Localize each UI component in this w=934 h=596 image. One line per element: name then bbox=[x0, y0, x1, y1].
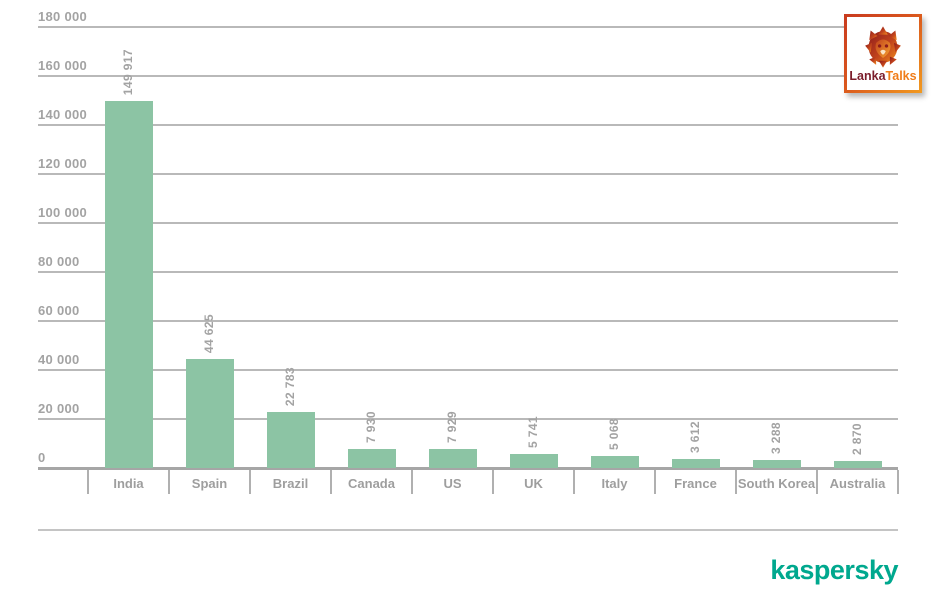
x-axis-tick bbox=[492, 470, 494, 494]
y-tick-label: 60 000 bbox=[38, 303, 80, 318]
x-axis-tick bbox=[87, 470, 89, 494]
bar-value-label: 3 612 bbox=[687, 421, 702, 454]
y-tick-label: 0 bbox=[38, 450, 46, 465]
bar-value-label: 7 929 bbox=[444, 410, 459, 443]
x-category-label: Brazil bbox=[272, 476, 309, 491]
lankatalks-logo-inner: LankaTalks bbox=[847, 17, 919, 90]
gridline bbox=[38, 320, 898, 322]
bar bbox=[347, 448, 396, 468]
x-axis-tick bbox=[573, 470, 575, 494]
x-category-label: Italy bbox=[601, 476, 628, 491]
x-axis-tick bbox=[168, 470, 170, 494]
bottom-divider bbox=[38, 529, 898, 531]
y-tick-label: 40 000 bbox=[38, 352, 80, 367]
gridline bbox=[38, 173, 898, 175]
x-category-label: India bbox=[113, 476, 144, 491]
bar bbox=[185, 358, 234, 468]
bar-value-label: 5 068 bbox=[606, 417, 621, 450]
x-axis-tick bbox=[816, 470, 818, 494]
x-axis-line bbox=[38, 467, 898, 470]
x-category-label: UK bbox=[524, 476, 543, 491]
gridline bbox=[38, 271, 898, 273]
x-category-label: South Korea bbox=[737, 476, 816, 491]
y-tick-label: 120 000 bbox=[38, 156, 88, 171]
lankatalks-wordmark-part2: Talks bbox=[885, 68, 917, 83]
y-tick-label: 20 000 bbox=[38, 401, 80, 416]
bar-value-label: 7 930 bbox=[363, 410, 378, 443]
bar bbox=[104, 100, 153, 468]
x-axis-tick bbox=[411, 470, 413, 494]
gridline bbox=[38, 222, 898, 224]
y-tick-label: 180 000 bbox=[38, 9, 88, 24]
x-axis-tick bbox=[654, 470, 656, 494]
gridline bbox=[38, 124, 898, 126]
x-axis-tick bbox=[249, 470, 251, 494]
lion-icon bbox=[865, 25, 901, 68]
bar bbox=[833, 460, 882, 468]
y-tick-label: 140 000 bbox=[38, 107, 88, 122]
gridline bbox=[38, 369, 898, 371]
bar bbox=[752, 459, 801, 468]
x-axis-tick bbox=[897, 470, 899, 494]
bar-value-label: 22 783 bbox=[282, 367, 297, 407]
bar-value-label: 3 288 bbox=[768, 421, 783, 454]
x-category-label: Australia bbox=[829, 476, 886, 491]
bar bbox=[590, 455, 639, 468]
lankatalks-logo: LankaTalks bbox=[844, 14, 922, 93]
gridline bbox=[38, 75, 898, 77]
x-axis-tick bbox=[330, 470, 332, 494]
y-tick-label: 80 000 bbox=[38, 254, 80, 269]
gridline bbox=[38, 26, 898, 28]
bar bbox=[266, 412, 315, 468]
bar-value-label: 44 625 bbox=[201, 313, 216, 353]
y-tick-label: 160 000 bbox=[38, 58, 88, 73]
lankatalks-wordmark-part1: Lanka bbox=[849, 68, 886, 83]
bar-value-label: 2 870 bbox=[849, 422, 864, 455]
x-category-label: Canada bbox=[348, 476, 395, 491]
bar-value-label: 149 917 bbox=[120, 48, 135, 95]
y-tick-label: 100 000 bbox=[38, 205, 88, 220]
x-axis-tick bbox=[735, 470, 737, 494]
x-category-label: France bbox=[674, 476, 717, 491]
kaspersky-wordmark: kaspersky bbox=[770, 555, 898, 585]
gridline bbox=[38, 418, 898, 420]
bar bbox=[509, 453, 558, 468]
lankatalks-wordmark: LankaTalks bbox=[849, 69, 916, 83]
bar bbox=[428, 448, 477, 468]
x-category-label: US bbox=[443, 476, 462, 491]
bar bbox=[671, 459, 720, 468]
x-category-label: Spain bbox=[191, 476, 228, 491]
bar-value-label: 5 741 bbox=[525, 415, 540, 448]
